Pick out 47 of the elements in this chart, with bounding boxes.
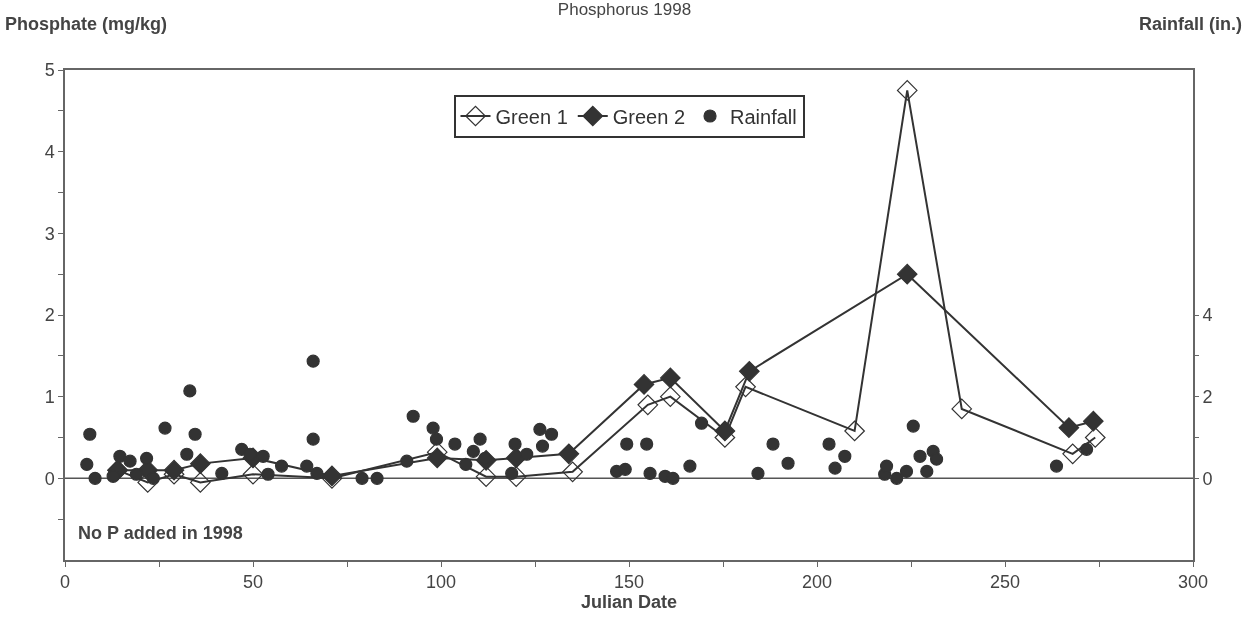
point (426, 447, 448, 469)
y-tick-label: 4 (44, 141, 55, 162)
y-tick-label: 2 (44, 305, 55, 326)
point (844, 420, 865, 442)
point (1062, 443, 1084, 465)
point (190, 453, 211, 474)
point (896, 263, 918, 285)
point (637, 394, 659, 416)
point (714, 420, 736, 442)
chart-title: Phosphorus 1998 (557, 0, 692, 20)
y2-axis-title: Rainfall (in.) (1139, 14, 1242, 34)
point (735, 376, 756, 398)
point (633, 374, 655, 395)
x-tick-label: 200 (801, 572, 833, 593)
legend-label: Rainfall (730, 105, 797, 128)
y-tick-label: 0 (44, 468, 55, 489)
y-tick-label: 3 (44, 223, 55, 244)
point (242, 463, 264, 485)
point (475, 466, 497, 488)
x-tick-label: 150 (613, 572, 645, 593)
point (562, 461, 583, 483)
x-tick-label: 50 (242, 572, 264, 593)
point (558, 443, 580, 465)
legend-label: Green 2 (612, 105, 686, 128)
point (951, 398, 973, 420)
point (738, 361, 760, 382)
y2-tick-label: 4 (1202, 305, 1213, 326)
point (1084, 427, 1106, 448)
x-axis-title: Julian Date (580, 592, 678, 613)
y2-tick-label: 2 (1202, 386, 1213, 407)
y-axis-title: Phosphate (mg/kg) (5, 14, 168, 34)
point (505, 466, 527, 488)
point (660, 386, 681, 408)
legend-label: Green 1 (495, 105, 568, 128)
y-tick-label: 1 (44, 386, 55, 407)
x-tick-label: 300 (1177, 572, 1209, 593)
y-tick-label: 5 (44, 60, 55, 81)
point (1083, 410, 1104, 432)
y2-tick-label: 0 (1202, 468, 1213, 489)
point (896, 80, 918, 101)
point (190, 472, 211, 493)
x-tick-label: 0 (59, 572, 71, 593)
point (660, 367, 681, 389)
point (1058, 417, 1080, 439)
x-tick-label: 100 (425, 572, 457, 593)
annotation: No P added in 1998 (78, 523, 243, 543)
x-tick-label: 250 (989, 572, 1021, 593)
